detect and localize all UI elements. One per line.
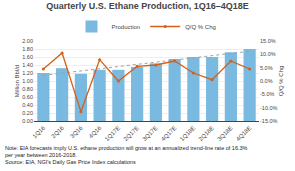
svg-text:3Q16: 3Q16 xyxy=(69,124,84,139)
svg-text:0.80: 0.80 xyxy=(22,86,33,92)
svg-text:Production: Production xyxy=(112,24,141,30)
svg-text:2Q17E: 2Q17E xyxy=(123,125,140,142)
svg-text:0.60: 0.60 xyxy=(22,94,33,100)
svg-text:-10.0%: -10.0% xyxy=(260,105,278,111)
svg-text:1.20: 1.20 xyxy=(22,70,33,76)
svg-text:0.20: 0.20 xyxy=(22,110,33,116)
svg-text:4Q18E: 4Q18E xyxy=(235,125,252,142)
svg-text:1.00: 1.00 xyxy=(22,78,33,84)
svg-text:2Q18E: 2Q18E xyxy=(198,125,215,142)
svg-text:1.80: 1.80 xyxy=(22,46,33,52)
svg-text:Million Bbl/d: Million Bbl/d xyxy=(14,65,20,97)
svg-text:1.60: 1.60 xyxy=(22,54,33,60)
svg-text:4Q17E: 4Q17E xyxy=(160,125,177,142)
svg-text:10.0%: 10.0% xyxy=(260,51,276,57)
svg-text:3Q17E: 3Q17E xyxy=(141,125,158,142)
svg-text:2.00: 2.00 xyxy=(22,38,33,44)
svg-text:1.40: 1.40 xyxy=(22,62,33,68)
svg-text:2Q16: 2Q16 xyxy=(50,124,65,139)
svg-text:0.40: 0.40 xyxy=(22,102,33,108)
svg-text:15.0%: 15.0% xyxy=(260,38,276,44)
svg-text:Source: EIA, NGI's Daily Gas P: Source: EIA, NGI's Daily Gas Price Index… xyxy=(5,159,136,165)
svg-text:1Q17E: 1Q17E xyxy=(104,125,121,142)
svg-text:4Q16: 4Q16 xyxy=(88,124,103,139)
svg-text:0.0%: 0.0% xyxy=(260,78,273,84)
svg-text:3Q18E: 3Q18E xyxy=(216,125,233,142)
svg-text:Note: EIA forecasts imply U.S.: Note: EIA forecasts imply U.S. ethane pr… xyxy=(5,145,248,158)
svg-text:Quarterly U.S. Ethane Producti: Quarterly U.S. Ethane Production, 1Q16–4… xyxy=(46,1,249,11)
svg-text:-15.0%: -15.0% xyxy=(260,118,278,124)
svg-text:5.0%: 5.0% xyxy=(260,65,273,71)
svg-text:Q/Q % Chg: Q/Q % Chg xyxy=(278,66,284,97)
svg-text:0.00: 0.00 xyxy=(22,118,33,124)
svg-text:Q/Q % Chg: Q/Q % Chg xyxy=(185,24,216,30)
svg-text:1Q18E: 1Q18E xyxy=(179,125,196,142)
svg-text:1Q16: 1Q16 xyxy=(32,124,47,139)
svg-text:-5.0%: -5.0% xyxy=(260,91,274,97)
